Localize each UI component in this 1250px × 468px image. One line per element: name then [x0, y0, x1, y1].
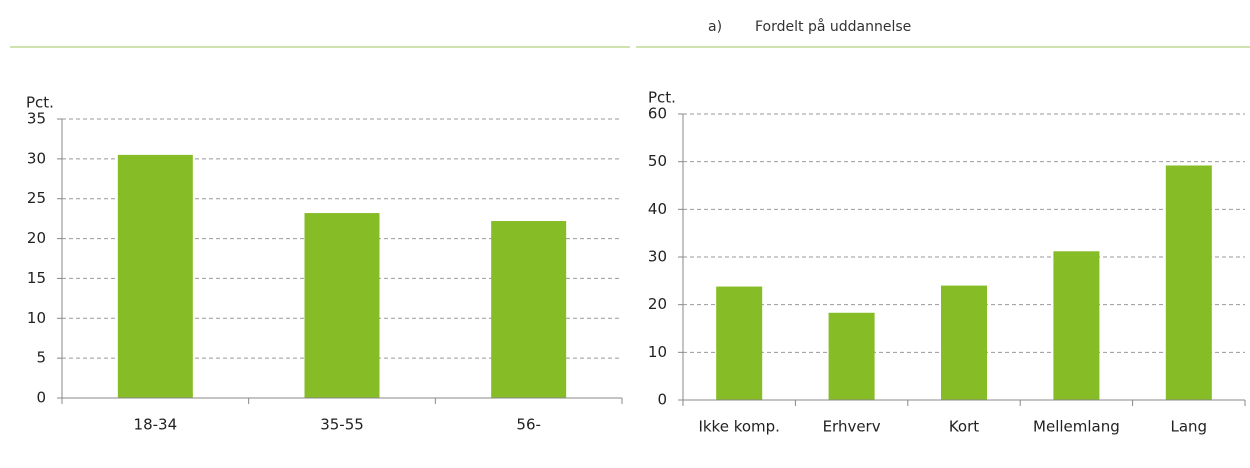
- y-tick-label: 30: [648, 248, 667, 266]
- y-tick-label: 50: [648, 152, 667, 170]
- bar: [828, 312, 875, 400]
- x-tick-label: Mellemlang: [1033, 418, 1120, 436]
- x-tick-label: 35-55: [320, 416, 364, 434]
- x-tick-label: Lang: [1171, 418, 1208, 436]
- panel-title: Fordelt på uddannelse: [755, 18, 911, 35]
- x-tick-label: Ikke komp.: [698, 418, 780, 436]
- y-axis-label: Pct.: [26, 94, 54, 112]
- y-tick-label: 60: [648, 105, 667, 123]
- bar: [716, 286, 763, 400]
- x-tick-label: 18-34: [134, 416, 178, 434]
- x-tick-label: 56-: [516, 416, 541, 434]
- y-axis-label: Pct.: [648, 89, 676, 107]
- y-tick-label: 10: [648, 343, 667, 361]
- x-tick-label: Erhverv: [823, 418, 881, 436]
- y-tick-label: 10: [27, 309, 46, 327]
- y-tick-label: 0: [36, 389, 46, 407]
- y-tick-label: 0: [657, 391, 667, 409]
- y-tick-label: 20: [27, 229, 46, 247]
- y-tick-label: 20: [648, 295, 667, 313]
- x-tick-label: Kort: [949, 418, 979, 436]
- bar: [941, 285, 987, 400]
- y-tick-label: 35: [27, 110, 46, 128]
- y-tick-label: 5: [36, 349, 46, 367]
- y-tick-label: 40: [648, 200, 667, 218]
- y-tick-label: 25: [27, 189, 46, 207]
- bar: [1053, 251, 1100, 400]
- panel-label: a): [708, 19, 722, 35]
- y-tick-label: 15: [27, 269, 46, 287]
- bar: [117, 154, 193, 398]
- bar: [491, 221, 567, 398]
- bar: [304, 213, 380, 398]
- y-tick-label: 30: [27, 149, 46, 167]
- bar: [1165, 165, 1212, 400]
